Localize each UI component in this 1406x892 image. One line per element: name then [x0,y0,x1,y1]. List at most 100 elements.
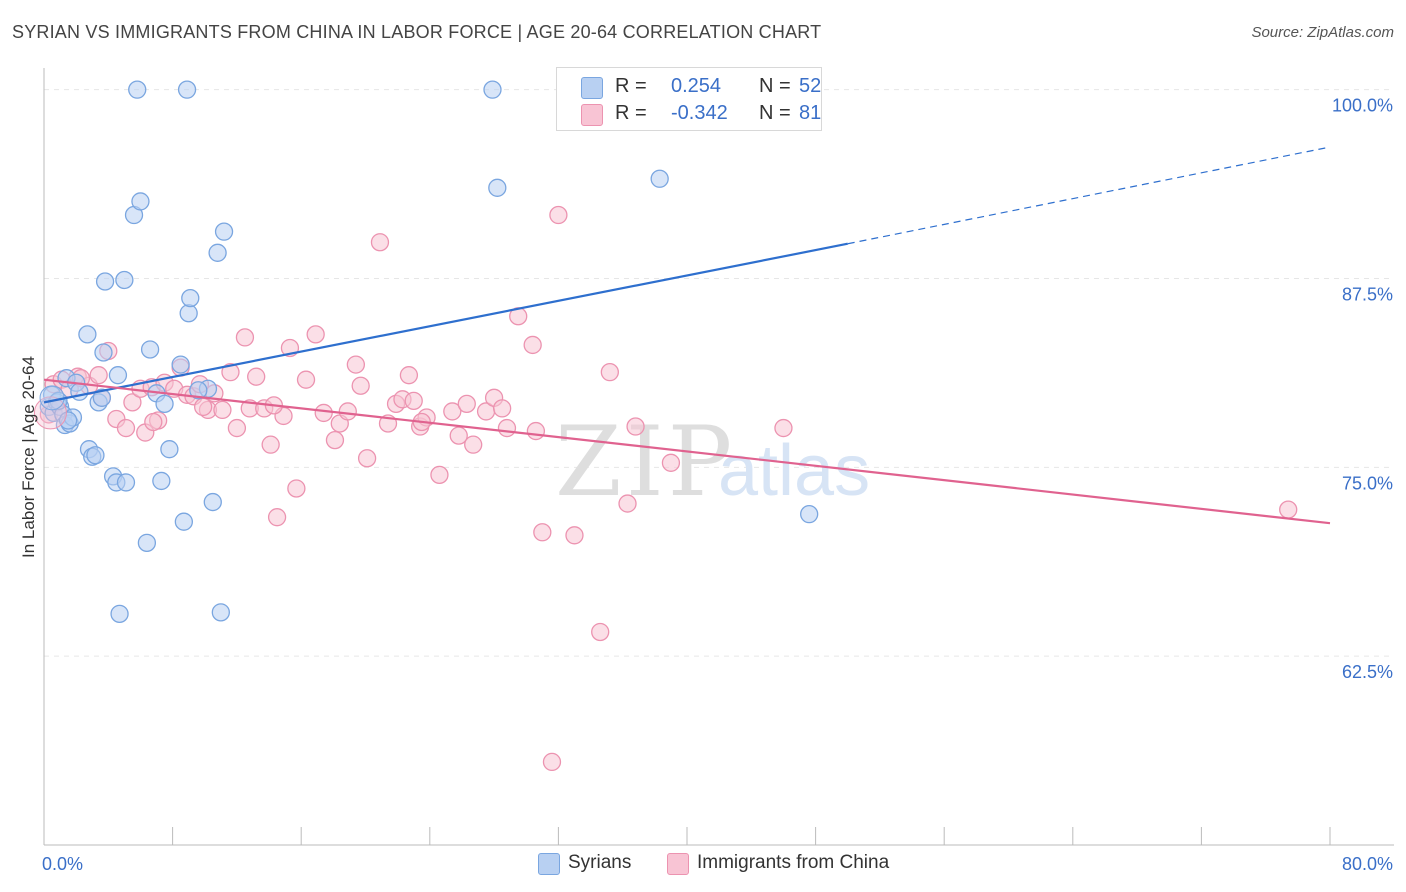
syrian-point [650,169,669,188]
watermark: ZIP atlas [555,406,870,518]
china-point [600,362,619,382]
china-point [267,508,287,527]
china-point [314,403,333,423]
china-point [464,435,483,454]
china-point [247,367,266,386]
china-point [116,418,136,438]
syrian-point [211,603,230,622]
china-point [351,376,370,395]
china-legend-label: Immigrants from China [697,852,890,873]
syrian-point [160,440,179,459]
china-point [542,752,562,772]
china-point [287,479,306,498]
china-point [774,418,793,438]
syrians-trend-line [43,242,848,404]
china-trend-line [43,378,1331,525]
china-point [144,412,163,432]
source-label: Source: ZipAtlas.com [1251,24,1394,41]
syrian-point [78,325,97,344]
n-label: N = [759,75,791,97]
china-point [123,393,142,412]
r-value: 0.254 [671,75,722,97]
china-point [526,421,546,441]
syrian-point [140,340,160,359]
r-value: -0.342 [671,102,728,124]
syrians-legend-swatch [538,853,560,875]
china-point [221,362,240,382]
x-tick-label: 80.0% [1342,854,1393,874]
china-point [404,391,423,410]
syrian-point [70,382,89,401]
syrian-point [208,243,227,262]
china-point [533,523,552,542]
axis-layer [43,68,1394,846]
chart-title: SYRIAN VS IMMIGRANTS FROM CHINA IN LABOR… [12,22,822,42]
trend-layer [43,146,1331,525]
syrian-point [115,270,134,290]
syrian-point [108,366,128,385]
syrians-trend-extension [847,146,1331,245]
china-point [306,325,325,344]
china-point [457,394,476,414]
china-point [261,435,280,454]
syrian-point [155,394,174,414]
china-point [549,205,568,225]
syrian-point [116,473,136,492]
syrian-point [488,178,507,197]
r-label: R = [615,102,647,124]
china-point [338,402,357,421]
y-axis-label: In Labor Force | Age 20-64 [19,356,38,558]
syrian-point [95,272,115,291]
syrian-point [152,471,171,491]
syrian-point [92,388,112,407]
syrian-point [483,80,502,99]
syrian-point [203,492,222,512]
china-point [89,366,108,385]
china-point [565,526,584,545]
china-point [661,453,681,472]
china-legend-swatch [667,853,689,875]
n-value: 52 [799,75,822,97]
china-point [399,366,419,385]
syrian-point [137,533,157,553]
china-point [443,402,462,421]
syrian-point [181,288,200,308]
china-point [346,355,366,374]
china-point [1279,500,1298,519]
r-label: R = [615,75,647,97]
china-point [370,233,390,252]
china-point [213,400,232,420]
syrian-point [189,381,208,400]
y-tick-label: 75.0% [1342,473,1393,493]
china-point [523,335,542,355]
label-layer: 62.5% 75.0% 87.5% 100.0% 0.0% 80.0% In Labor F… [19,96,1393,874]
syrian-point [214,222,234,241]
china-point [618,494,637,513]
n-label: N = [759,102,791,124]
china-point [449,426,468,445]
syrian-point [800,505,819,524]
china-point [430,465,449,485]
y-tick-label: 100.0% [1332,96,1393,116]
china-point [492,399,512,418]
china-point [193,397,213,417]
y-tick-label: 62.5% [1342,662,1393,682]
china-swatch [581,104,603,126]
syrian-point [179,304,198,323]
watermark-atlas: atlas [718,431,870,511]
syrian-point [58,411,78,430]
china-point [325,430,345,450]
china-point [227,418,247,438]
syrian-point [86,446,105,465]
syrian-point [110,604,129,624]
syrian-point [94,343,113,362]
syrian-point [177,80,197,99]
y-tick-label: 87.5% [1342,284,1393,304]
points-layer [33,80,1298,772]
syrian-point [174,512,194,531]
watermark-zip: ZIP [555,406,736,518]
syrian-point [128,80,147,99]
n-value: 81 [799,102,822,124]
china-point [626,417,645,436]
